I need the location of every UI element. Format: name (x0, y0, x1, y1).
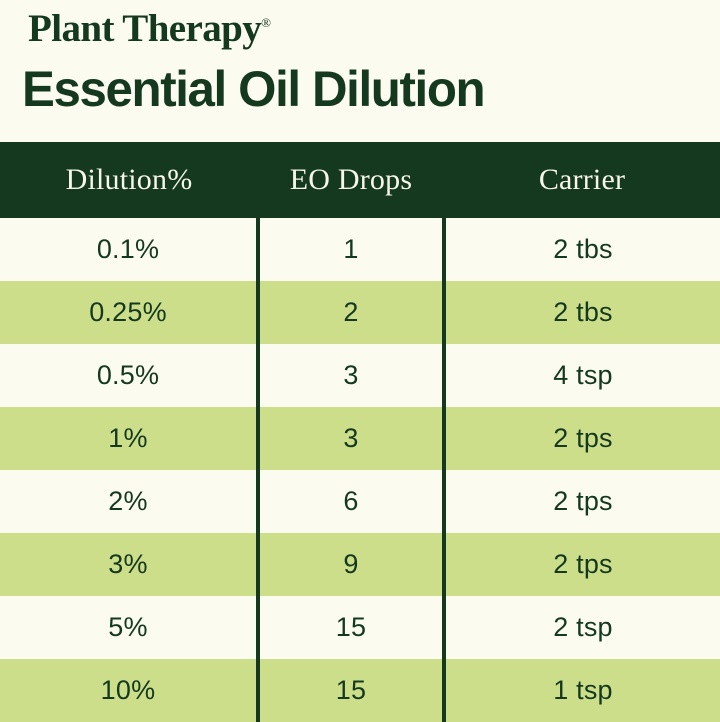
cell-carrier: 4 tsp (444, 344, 720, 407)
cell-carrier: 2 tps (444, 533, 720, 596)
cell-dilution: 1% (0, 407, 260, 470)
cell-carrier: 2 tbs (444, 281, 720, 344)
column-header-dilution: Dilution% (0, 142, 258, 218)
table-row: 0.1% 1 2 tbs (0, 218, 720, 281)
cell-drops: 15 (258, 596, 446, 659)
cell-carrier: 2 tsp (444, 596, 720, 659)
cell-dilution: 2% (0, 470, 260, 533)
dilution-table: Dilution% EO Drops Carrier 0.1% 1 2 tbs … (0, 142, 720, 722)
cell-drops: 15 (258, 659, 446, 722)
cell-drops: 9 (258, 533, 446, 596)
cell-dilution: 0.25% (0, 281, 260, 344)
table-row: 1% 3 2 tps (0, 407, 720, 470)
table-body: 0.1% 1 2 tbs 0.25% 2 2 tbs 0.5% 3 4 tsp … (0, 218, 720, 722)
table-row: 5% 15 2 tsp (0, 596, 720, 659)
table-row: 10% 15 1 tsp (0, 659, 720, 722)
cell-dilution: 3% (0, 533, 260, 596)
brand-header: Plant Therapy® Essential Oil Dilution (0, 0, 720, 142)
table-row: 0.5% 3 4 tsp (0, 344, 720, 407)
cell-drops: 1 (258, 218, 446, 281)
cell-carrier: 2 tps (444, 407, 720, 470)
table-header-row: Dilution% EO Drops Carrier (0, 142, 720, 218)
registered-trademark-icon: ® (261, 15, 271, 30)
column-header-eo-drops: EO Drops (258, 142, 444, 218)
cell-carrier: 1 tsp (444, 659, 720, 722)
cell-dilution: 5% (0, 596, 260, 659)
cell-dilution: 10% (0, 659, 260, 722)
cell-dilution: 0.5% (0, 344, 260, 407)
cell-dilution: 0.1% (0, 218, 260, 281)
table-row: 3% 9 2 tps (0, 533, 720, 596)
table-row: 2% 6 2 tps (0, 470, 720, 533)
cell-carrier: 2 tps (444, 470, 720, 533)
cell-carrier: 2 tbs (444, 218, 720, 281)
cell-drops: 3 (258, 344, 446, 407)
brand-logo: Plant Therapy® (28, 9, 271, 48)
cell-drops: 6 (258, 470, 446, 533)
page-title: Essential Oil Dilution (22, 61, 486, 117)
cell-drops: 3 (258, 407, 446, 470)
column-header-carrier: Carrier (444, 142, 720, 218)
cell-drops: 2 (258, 281, 446, 344)
brand-name: Plant Therapy (28, 7, 262, 50)
table-row: 0.25% 2 2 tbs (0, 281, 720, 344)
table-header: Dilution% EO Drops Carrier (0, 142, 720, 218)
